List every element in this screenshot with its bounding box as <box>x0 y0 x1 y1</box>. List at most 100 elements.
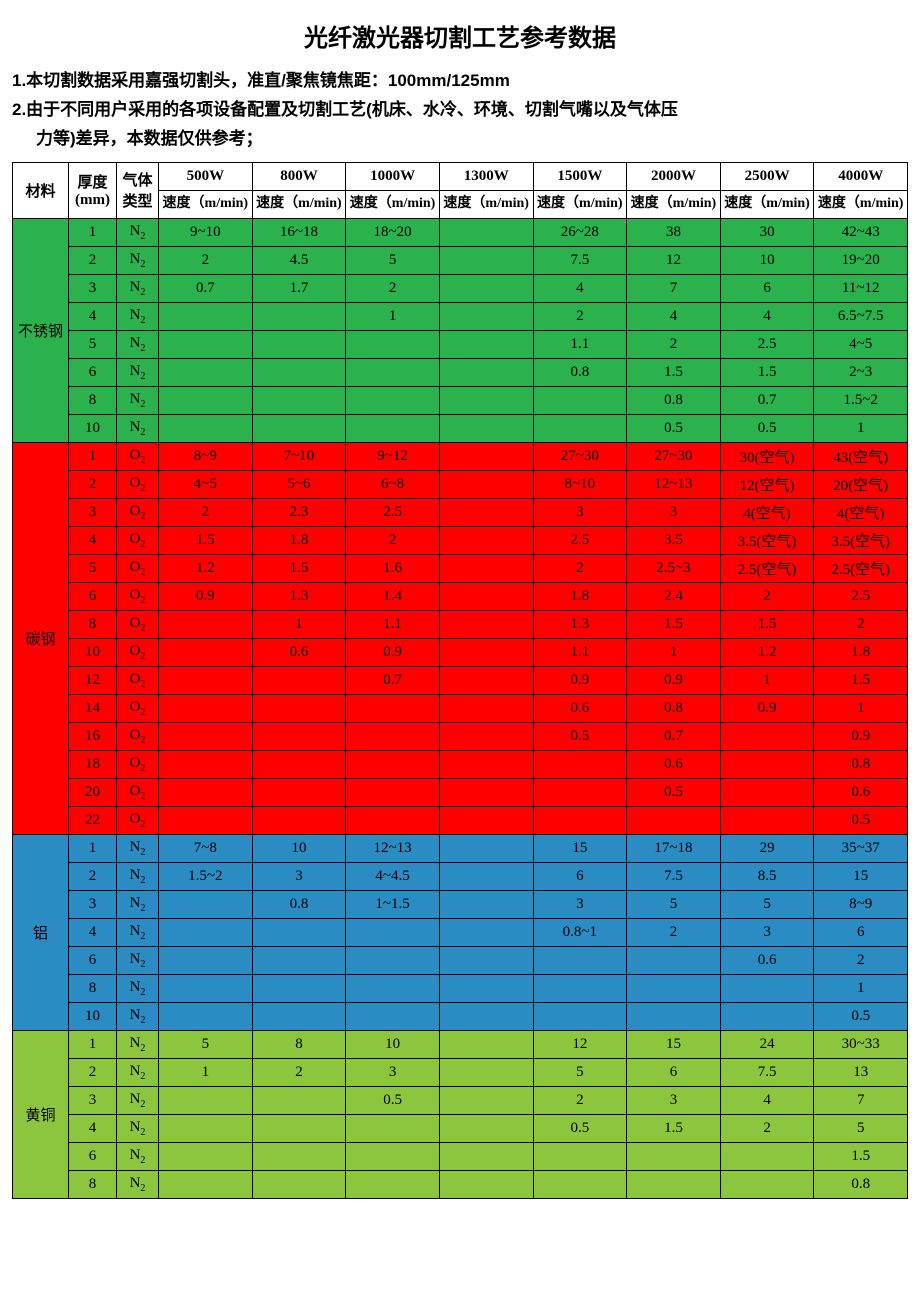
value-cell <box>159 1086 253 1114</box>
value-cell <box>439 1142 533 1170</box>
th-power-0: 500W <box>159 162 253 190</box>
value-cell <box>439 918 533 946</box>
value-cell <box>159 778 253 806</box>
value-cell: 2.5(空气) <box>814 554 908 582</box>
thickness-cell: 5 <box>69 554 117 582</box>
gas-cell: N2 <box>117 1170 159 1198</box>
value-cell: 19~20 <box>814 246 908 274</box>
page-title: 光纤激光器切割工艺参考数据 <box>12 18 908 53</box>
value-cell <box>159 1002 253 1030</box>
value-cell: 12(空气) <box>720 470 814 498</box>
value-cell <box>346 1170 440 1198</box>
th-power-2: 1000W <box>346 162 440 190</box>
value-cell <box>439 470 533 498</box>
value-cell: 1.5~2 <box>159 862 253 890</box>
table-row: 3N20.52347 <box>13 1086 908 1114</box>
thickness-cell: 14 <box>69 694 117 722</box>
value-cell <box>252 330 346 358</box>
value-cell: 12~13 <box>627 470 721 498</box>
value-cell <box>252 358 346 386</box>
gas-cell: O2 <box>117 750 159 778</box>
value-cell <box>159 946 253 974</box>
value-cell: 42~43 <box>814 218 908 246</box>
value-cell: 1.2 <box>159 554 253 582</box>
gas-cell: O2 <box>117 470 159 498</box>
value-cell: 12~13 <box>346 834 440 862</box>
thickness-cell: 8 <box>69 974 117 1002</box>
thickness-cell: 3 <box>69 498 117 526</box>
value-cell <box>439 442 533 470</box>
value-cell <box>627 806 721 834</box>
value-cell <box>252 1170 346 1198</box>
table-row: 18O20.60.8 <box>13 750 908 778</box>
value-cell <box>252 694 346 722</box>
value-cell <box>627 974 721 1002</box>
value-cell <box>346 694 440 722</box>
material-cell: 黄铜 <box>13 1030 69 1198</box>
value-cell: 2 <box>533 302 627 330</box>
table-row: 8N20.8 <box>13 1170 908 1198</box>
table-row: 6N20.81.51.52~3 <box>13 358 908 386</box>
material-cell: 不锈钢 <box>13 218 69 442</box>
value-cell <box>439 722 533 750</box>
gas-cell: O2 <box>117 694 159 722</box>
thickness-cell: 10 <box>69 638 117 666</box>
value-cell <box>533 1142 627 1170</box>
value-cell: 1.5 <box>627 610 721 638</box>
value-cell <box>439 1086 533 1114</box>
value-cell <box>346 358 440 386</box>
value-cell: 0.8 <box>814 1170 908 1198</box>
value-cell <box>720 750 814 778</box>
table-row: 8N20.80.71.5~2 <box>13 386 908 414</box>
th-gas: 气体类型 <box>117 162 159 218</box>
value-cell <box>439 750 533 778</box>
value-cell: 18~20 <box>346 218 440 246</box>
gas-cell: O2 <box>117 498 159 526</box>
gas-cell: N2 <box>117 946 159 974</box>
value-cell <box>439 526 533 554</box>
thickness-cell: 2 <box>69 1058 117 1086</box>
value-cell <box>533 386 627 414</box>
value-cell <box>346 330 440 358</box>
table-row: 8N21 <box>13 974 908 1002</box>
th-power-6: 2500W <box>720 162 814 190</box>
th-power-7: 4000W <box>814 162 908 190</box>
gas-cell: N2 <box>117 414 159 442</box>
value-cell: 4(空气) <box>814 498 908 526</box>
th-power-4: 1500W <box>533 162 627 190</box>
value-cell <box>159 1114 253 1142</box>
value-cell: 0.8 <box>814 750 908 778</box>
value-cell: 10 <box>346 1030 440 1058</box>
value-cell: 0.8 <box>627 386 721 414</box>
table-row: 10N20.50.51 <box>13 414 908 442</box>
value-cell: 1 <box>720 666 814 694</box>
value-cell: 7~8 <box>159 834 253 862</box>
value-cell: 7.5 <box>720 1058 814 1086</box>
value-cell: 1.4 <box>346 582 440 610</box>
value-cell <box>159 610 253 638</box>
value-cell: 1 <box>159 1058 253 1086</box>
value-cell: 5~6 <box>252 470 346 498</box>
value-cell: 3 <box>252 862 346 890</box>
value-cell <box>252 302 346 330</box>
value-cell <box>439 974 533 1002</box>
value-cell: 8~9 <box>814 890 908 918</box>
table-row: 4N212446.5~7.5 <box>13 302 908 330</box>
value-cell: 0.7 <box>627 722 721 750</box>
value-cell: 0.9 <box>533 666 627 694</box>
value-cell: 3 <box>720 918 814 946</box>
value-cell: 1.1 <box>346 610 440 638</box>
value-cell: 15 <box>814 862 908 890</box>
gas-cell: O2 <box>117 582 159 610</box>
value-cell: 2 <box>627 330 721 358</box>
value-cell: 1.1 <box>533 638 627 666</box>
value-cell <box>159 666 253 694</box>
value-cell: 2 <box>252 1058 346 1086</box>
gas-cell: O2 <box>117 610 159 638</box>
value-cell <box>252 750 346 778</box>
value-cell: 9~12 <box>346 442 440 470</box>
table-row: 22O20.5 <box>13 806 908 834</box>
table-row: 6N20.62 <box>13 946 908 974</box>
value-cell: 1.8 <box>533 582 627 610</box>
value-cell <box>533 946 627 974</box>
